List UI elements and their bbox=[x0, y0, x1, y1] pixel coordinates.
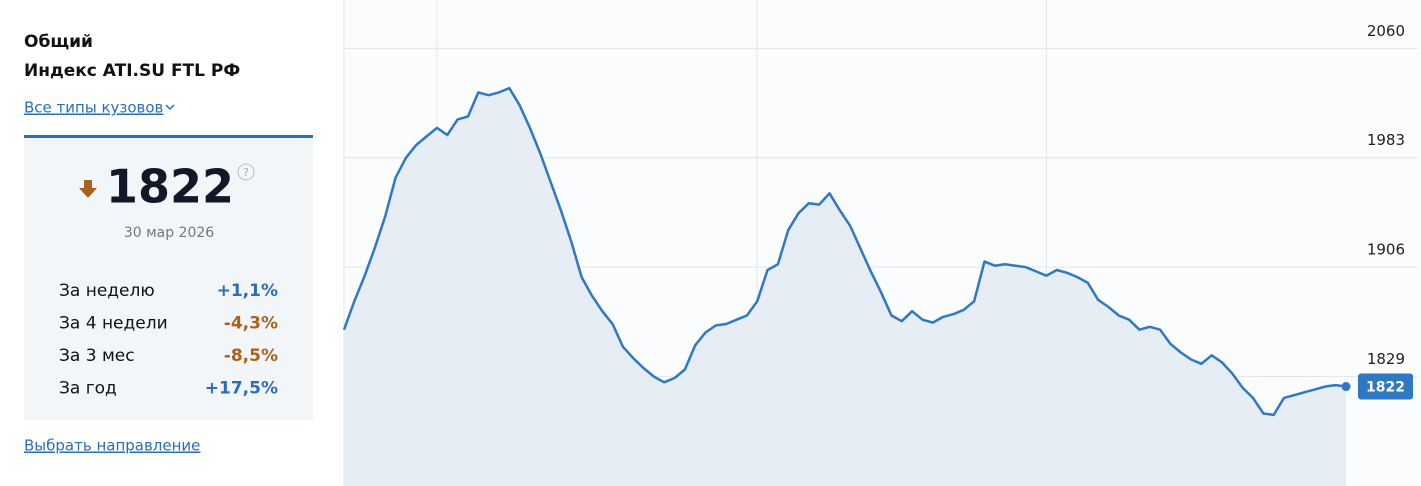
date: 30 мар 2026 bbox=[124, 225, 214, 241]
last-value-label: 1822 bbox=[1366, 380, 1405, 396]
title: Общий bbox=[24, 32, 93, 52]
y-tick-label: 1983 bbox=[1367, 131, 1405, 149]
subtitle: Индекс ATI.SU FTL РФ bbox=[24, 61, 240, 81]
summary-accent bbox=[24, 135, 313, 138]
down-arrow bbox=[79, 180, 97, 198]
stat-label: За неделю bbox=[59, 281, 155, 301]
stat-label: За год bbox=[59, 379, 117, 399]
area bbox=[344, 88, 1347, 486]
current-value: 1822 bbox=[106, 160, 234, 214]
last-badge bbox=[1358, 373, 1413, 400]
y-tick-label: 2060 bbox=[1367, 22, 1405, 40]
line bbox=[342, 86, 1347, 417]
help-icon[interactable] bbox=[237, 163, 255, 181]
stat-label: За 3 мес bbox=[59, 346, 135, 366]
direction-link[interactable]: Выбрать направление bbox=[24, 437, 200, 455]
stat-value: -8,5% bbox=[224, 346, 278, 366]
body-type-link[interactable]: Все типы кузовов bbox=[24, 99, 163, 117]
dropdown-chevron[interactable] bbox=[165, 104, 175, 111]
stat-value: +17,5% bbox=[205, 379, 278, 399]
help-mark[interactable]: ? bbox=[243, 166, 249, 179]
summary-box bbox=[24, 137, 313, 420]
y-tick-label: 1906 bbox=[1367, 241, 1405, 259]
y-tick-label: 1829 bbox=[1367, 350, 1405, 368]
stat-value: -4,3% bbox=[224, 314, 278, 334]
stat-value: +1,1% bbox=[217, 281, 278, 301]
stat-label: За 4 недели bbox=[59, 314, 168, 334]
last-point bbox=[1341, 382, 1351, 392]
